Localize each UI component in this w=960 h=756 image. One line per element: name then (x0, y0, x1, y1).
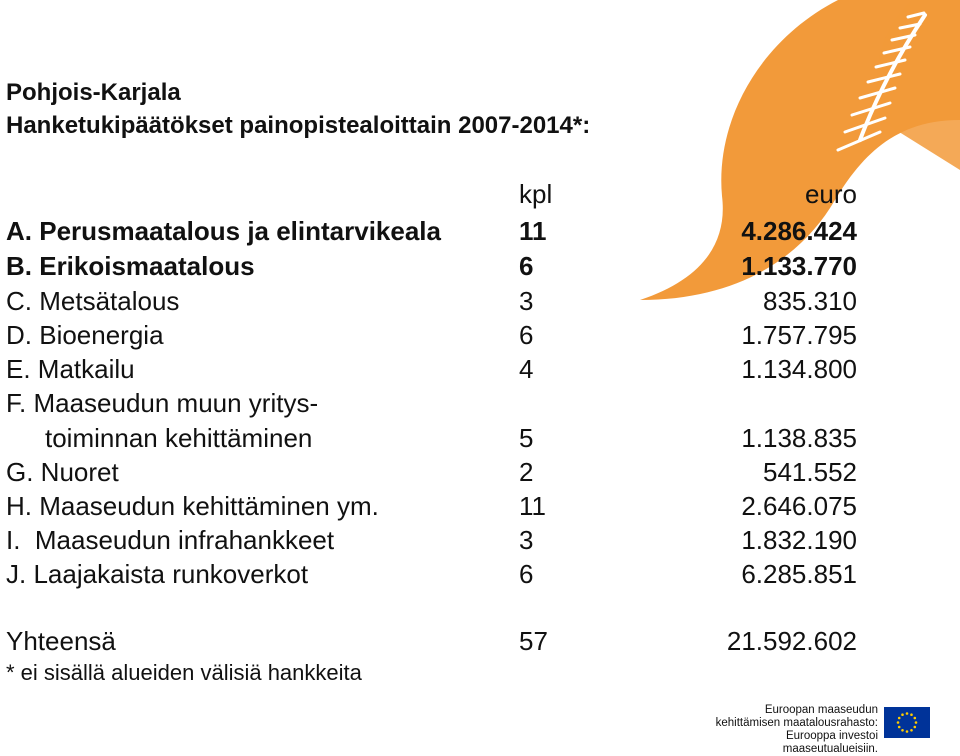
eu-text-line: Euroopan maaseudun (764, 704, 878, 716)
row-label-continued: toiminnan kehittäminen (45, 423, 313, 453)
table-row: D. Bioenergia 6 1.757.795 (0, 318, 960, 352)
row-label: F. Maaseudun muun yritys- (6, 388, 319, 418)
row-count: 6 (519, 559, 534, 589)
total-row: Yhteensä 57 21.592.602 (0, 624, 960, 658)
column-header-kpl: kpl (519, 179, 553, 209)
row-label: A. Perusmaatalous ja elintarvikeala (6, 216, 441, 246)
table-row: B. Erikoismaatalous 6 1.133.770 (0, 249, 960, 283)
row-amount: 1.134.800 (741, 354, 857, 384)
row-label: J. Laajakaista runkoverkot (6, 559, 309, 589)
row-label: E. Matkailu (6, 354, 135, 384)
row-count: 3 (519, 286, 534, 316)
footnote: * ei sisällä alueiden välisiä hankkeita (6, 660, 362, 685)
table-row: C. Metsätalous 3 835.310 (0, 284, 960, 318)
row-label: H. Maaseudun kehittäminen ym. (6, 491, 379, 521)
table-row: E. Matkailu 4 1.134.800 (0, 352, 960, 386)
row-count: 11 (519, 491, 546, 521)
table-row: I. Maaseudun infrahankkeet 3 1.832.190 (0, 523, 960, 557)
table-row: J. Laajakaista runkoverkot 6 6.285.851 (0, 557, 960, 591)
row-label: B. Erikoismaatalous (6, 251, 255, 281)
row-amount: 1.757.795 (741, 320, 857, 350)
row-count: 5 (519, 423, 534, 453)
table-row: H. Maaseudun kehittäminen ym. 11 2.646.0… (0, 489, 960, 523)
row-count: 2 (519, 457, 534, 487)
row-amount: 2.646.075 (741, 491, 857, 521)
row-amount: 6.285.851 (741, 559, 857, 589)
row-count: 4 (519, 354, 534, 384)
row-label: I. Maaseudun infrahankkeet (6, 525, 335, 555)
row-amount: 4.286.424 (741, 216, 857, 246)
row-amount: 541.552 (763, 457, 857, 487)
row-label: D. Bioenergia (6, 320, 164, 350)
column-header-euro: euro (804, 179, 857, 209)
eu-text-line: kehittämisen maatalousrahasto: (715, 717, 878, 729)
table-row: G. Nuoret 2 541.552 (0, 455, 960, 489)
row-label: C. Metsätalous (6, 286, 180, 316)
page-subtitle: Hanketukipäätökset painopistealoittain 2… (6, 112, 591, 139)
eu-funding-text: Euroopan maaseudun kehittämisen maatalou… (690, 704, 878, 756)
row-label: G. Nuoret (6, 457, 119, 487)
row-amount: 835.310 (763, 286, 857, 316)
row-count: 11 (519, 216, 547, 246)
row-count: 3 (519, 525, 534, 555)
total-count: 57 (519, 626, 548, 656)
row-count: 6 (519, 320, 534, 350)
total-label: Yhteensä (6, 626, 116, 656)
table-row: F. Maaseudun muun yritys- (0, 386, 960, 420)
row-amount: 1.832.190 (741, 525, 857, 555)
table-row-continuation: toiminnan kehittäminen 5 1.138.835 (0, 421, 960, 455)
row-count: 6 (519, 251, 534, 281)
table-row: A. Perusmaatalous ja elintarvikeala 11 4… (0, 214, 960, 248)
row-amount: 1.138.835 (741, 423, 857, 453)
page-title: Pohjois-Karjala (6, 79, 181, 106)
row-amount: 1.133.770 (741, 251, 857, 281)
eu-text-line: Eurooppa investoi maaseutualueisiin. (782, 730, 878, 755)
total-amount: 21.592.602 (726, 626, 857, 656)
eu-flag-icon (884, 707, 930, 738)
